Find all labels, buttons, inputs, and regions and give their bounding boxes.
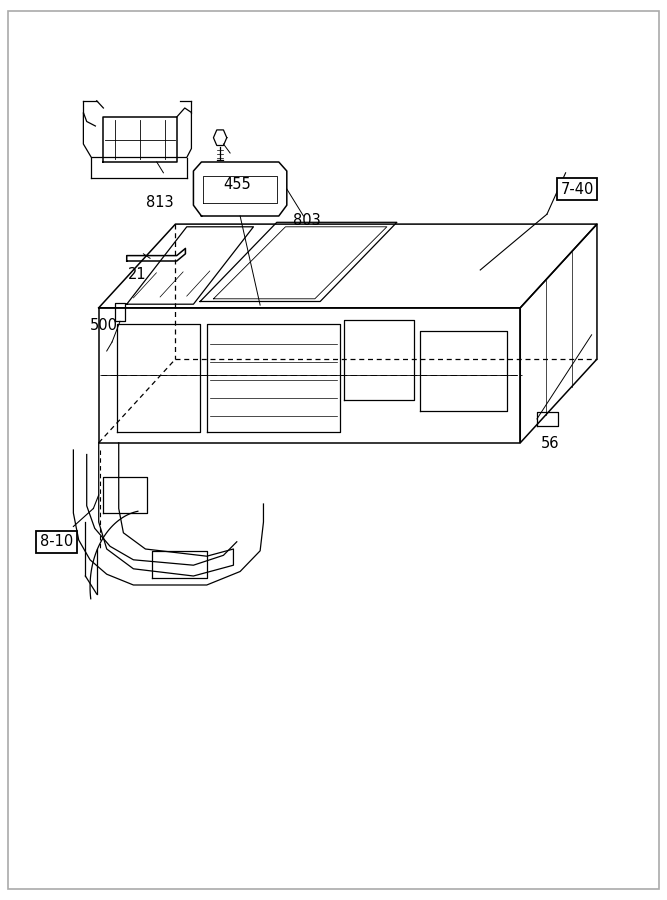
Text: 455: 455 <box>223 177 251 192</box>
Text: 7-40: 7-40 <box>560 182 594 196</box>
Text: 500: 500 <box>89 319 117 333</box>
Text: 8-10: 8-10 <box>40 535 73 549</box>
Text: 803: 803 <box>293 213 321 228</box>
Text: 813: 813 <box>146 195 174 210</box>
Text: 56: 56 <box>541 436 560 451</box>
Text: 21: 21 <box>127 267 146 282</box>
